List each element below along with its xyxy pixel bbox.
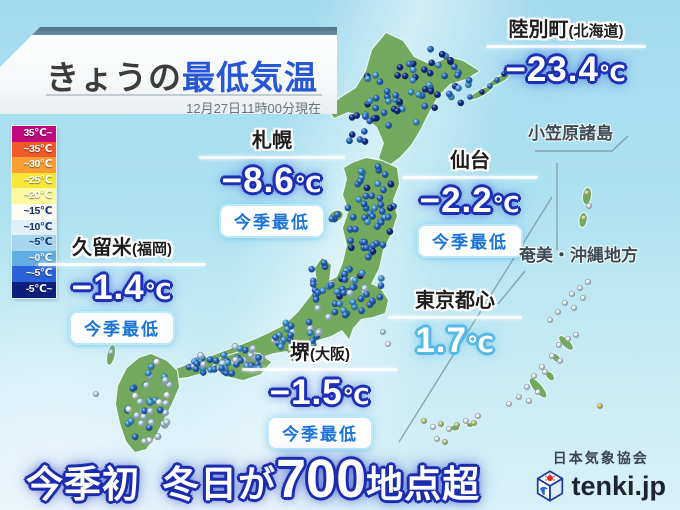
temp-value: −1.5 xyxy=(269,373,343,412)
station-temp: −1.5℃ xyxy=(242,373,398,413)
station-sapporo: 札幌 −8.6℃ 今季最低 xyxy=(199,124,345,236)
temperature-color-legend: 35℃~ ~35℃ ~30℃ ~25℃ ~20℃ ~15℃ ~10℃ ~5℃ ~0℃ ~-5℃ -5… xyxy=(12,126,56,298)
legend-row: ~30℃ xyxy=(12,157,56,173)
legend-row: ~10℃ xyxy=(12,219,56,236)
region-label-amami-okinawa: 奄美・沖縄地方 xyxy=(519,246,638,265)
region-label-ogasawara: 小笠原諸島 xyxy=(528,124,613,143)
honshu-land xyxy=(149,156,401,391)
observation-dots xyxy=(92,45,604,446)
temp-unit: ℃ xyxy=(342,384,371,409)
station-name-main: 東京都心 xyxy=(415,290,495,312)
legend-row: ~35℃ xyxy=(12,141,56,158)
station-underline xyxy=(242,368,398,371)
station-underline xyxy=(388,316,522,319)
station-kurume: 久留米(福岡) −1.4℃ 今季最低 xyxy=(38,231,206,343)
station-sakai: 堺(大阪) −1.5℃ 今季最低 xyxy=(242,336,398,448)
page-title-part1: きょうの xyxy=(46,59,182,96)
station-name-main: 仙台 xyxy=(450,150,490,172)
station-name-main: 陸別町 xyxy=(508,19,569,41)
legend-row: ~20℃ xyxy=(12,188,56,204)
station-sendai: 仙台 −2.2℃ 今季最低 xyxy=(402,144,538,256)
station-underline xyxy=(38,263,206,266)
temp-value: 1.7 xyxy=(415,321,467,360)
page-title: きょうの最低気温 xyxy=(46,51,318,99)
season-low-badge: 今季最低 xyxy=(71,313,173,343)
headline: 今季初 冬日が700地点超 xyxy=(26,448,480,510)
temp-unit: ℃ xyxy=(492,192,521,217)
legend-row: ~25℃ xyxy=(12,172,56,189)
title-divider xyxy=(46,94,322,96)
station-tokyo: 東京都心 1.7℃ xyxy=(388,284,522,361)
headline-part1: 今季初 xyxy=(26,464,140,505)
season-low-badge: 今季最低 xyxy=(419,226,521,256)
station-temp: −2.2℃ xyxy=(402,181,538,221)
tenki-cube-icon xyxy=(537,470,564,502)
headline-part3: 地点超 xyxy=(366,464,481,505)
temp-value: −8.6 xyxy=(221,161,295,200)
station-name-main: 札幌 xyxy=(252,130,292,152)
temp-value: −2.2 xyxy=(419,181,493,220)
temp-unit: ℃ xyxy=(294,172,323,197)
title-box: きょうの最低気温 12月27日11時00分現在 xyxy=(0,27,337,114)
station-rikubetsu: 陸別町(北海道) −23.4℃ xyxy=(486,13,646,90)
station-temp: 1.7℃ xyxy=(388,321,522,361)
legend-row: ~15℃ xyxy=(12,203,56,220)
station-name: 仙台 xyxy=(402,144,538,173)
legend-row: 35℃~ xyxy=(12,126,56,142)
temp-value: −1.4 xyxy=(71,268,145,307)
station-name: 久留米(福岡) xyxy=(38,231,206,260)
temp-unit: ℃ xyxy=(598,61,627,86)
season-low-badge: 今季最低 xyxy=(269,418,371,448)
title-box-top-strip xyxy=(0,27,337,35)
temp-unit: ℃ xyxy=(467,332,495,357)
station-underline xyxy=(402,176,538,179)
station-temp: −8.6℃ xyxy=(199,161,345,201)
station-temp: −23.4℃ xyxy=(486,50,646,90)
page-title-part2: 最低気温 xyxy=(182,59,318,96)
season-low-badge: 今季最低 xyxy=(221,206,323,236)
station-temp: −1.4℃ xyxy=(38,268,206,308)
station-name-main: 堺 xyxy=(290,342,310,364)
station-name-main: 久留米 xyxy=(72,237,132,259)
station-name: 陸別町(北海道) xyxy=(486,13,646,42)
station-name-suffix: (福岡) xyxy=(132,241,172,258)
legend-row: ~5℃ xyxy=(12,235,56,251)
branding: 日本気象協会 tenki.jp xyxy=(535,448,666,502)
legend-row: -5℃~ xyxy=(12,281,56,298)
headline-number: 700 xyxy=(276,449,367,509)
station-name-suffix: (北海道) xyxy=(568,23,624,40)
legend-row: ~0℃ xyxy=(12,250,56,267)
legend-row: ~-5℃ xyxy=(12,266,56,282)
tenki-logo-text: tenki.jp xyxy=(571,470,666,501)
timestamp: 12月27日11時00分現在 xyxy=(186,101,321,116)
station-underline xyxy=(199,156,345,159)
headline-part2: 冬日が xyxy=(162,464,276,505)
temp-unit: ℃ xyxy=(144,279,173,304)
organization-name: 日本気象協会 xyxy=(552,450,649,466)
station-name: 東京都心 xyxy=(388,284,522,313)
temp-value: −23.4 xyxy=(505,50,599,89)
station-name: 札幌 xyxy=(199,124,345,153)
station-name: 堺(大阪) xyxy=(242,336,398,365)
inset-divider-lines xyxy=(398,135,629,443)
station-name-suffix: (大阪) xyxy=(310,346,350,363)
station-underline xyxy=(486,45,646,48)
okinawa-island xyxy=(528,377,548,399)
